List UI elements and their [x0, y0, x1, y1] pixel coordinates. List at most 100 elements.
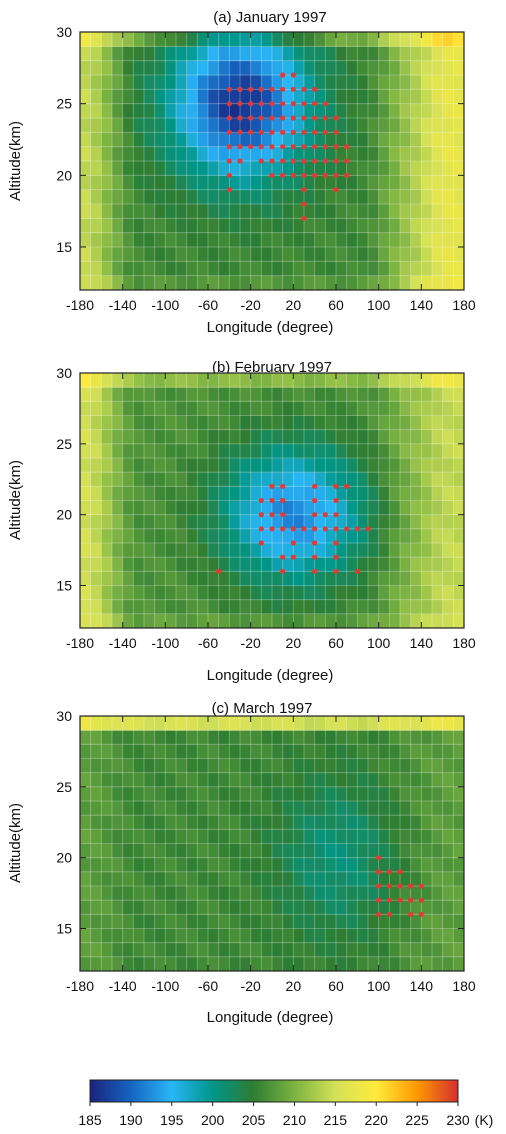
heatmap-cell	[357, 218, 369, 234]
heatmap-cell	[250, 118, 262, 133]
threshold-marker	[312, 172, 318, 178]
heatmap-cell	[325, 571, 337, 586]
heatmap-cell	[154, 843, 166, 859]
heatmap-cell	[229, 500, 241, 516]
heatmap-cell	[314, 401, 326, 416]
heatmap-cell	[357, 772, 369, 788]
heatmap-cell	[346, 429, 358, 445]
heatmap-cell	[90, 599, 102, 615]
heatmap-cell	[432, 75, 444, 90]
threshold-marker	[333, 512, 339, 518]
heatmap-cell	[218, 75, 230, 90]
heatmap-cell	[378, 500, 390, 516]
heatmap-cell	[400, 571, 412, 586]
heatmap-cell	[304, 247, 316, 262]
x-tick-label: 60	[328, 635, 344, 651]
heatmap-cell	[176, 585, 188, 601]
heatmap-cell	[165, 843, 177, 859]
heatmap-cell	[122, 161, 134, 176]
heatmap-cell	[80, 571, 92, 586]
heatmap-cell	[122, 218, 134, 234]
heatmap-cell	[453, 118, 465, 133]
heatmap-cell	[197, 46, 209, 62]
heatmap-cell	[272, 458, 284, 473]
heatmap-cell	[208, 118, 220, 133]
heatmap-cell	[218, 928, 230, 944]
heatmap-cell	[112, 118, 124, 133]
heatmap-cell	[293, 204, 305, 219]
heatmap-cell	[293, 585, 305, 601]
heatmap-cell	[197, 613, 209, 629]
heatmap-cell	[410, 599, 422, 615]
heatmap-cell	[442, 472, 454, 487]
heatmap-cell	[218, 261, 230, 277]
heatmap-cell	[197, 247, 209, 262]
heatmap-cell	[165, 758, 177, 774]
heatmap-cell	[101, 458, 113, 473]
heatmap-cell	[272, 401, 284, 416]
heatmap-cell	[112, 175, 124, 191]
heatmap-cell	[186, 373, 198, 388]
heatmap-cell	[176, 472, 188, 487]
heatmap-cell	[357, 557, 369, 572]
heatmap-cell	[101, 415, 113, 431]
heatmap-cell	[165, 32, 177, 47]
heatmap-cell	[144, 500, 156, 516]
heatmap-cell	[101, 886, 113, 901]
heatmap-cell	[101, 772, 113, 788]
heatmap-cell	[357, 801, 369, 816]
heatmap-cell	[357, 486, 369, 501]
heatmap-cell	[378, 956, 390, 972]
heatmap-cell	[218, 247, 230, 262]
heatmap-cell	[293, 218, 305, 234]
heatmap-cell	[240, 829, 252, 844]
heatmap-cell	[400, 103, 412, 119]
heatmap-cell	[421, 443, 433, 459]
heatmap-cell	[197, 801, 209, 816]
heatmap-cell	[378, 429, 390, 445]
heatmap-cell	[240, 275, 252, 291]
heatmap-cell	[368, 261, 380, 277]
threshold-marker	[237, 144, 243, 150]
heatmap-cell	[154, 786, 166, 802]
heatmap-cell	[400, 843, 412, 859]
heatmap-cell	[314, 585, 326, 601]
heatmap-cell	[229, 161, 241, 176]
heatmap-cell	[122, 585, 134, 601]
heatmap-cell	[368, 500, 380, 516]
threshold-marker	[290, 554, 296, 560]
heatmap-cell	[304, 373, 316, 388]
heatmap-cell	[112, 829, 124, 844]
heatmap-cell	[272, 500, 284, 516]
x-tick-label: -60	[198, 635, 218, 651]
heatmap-cell	[378, 32, 390, 47]
heatmap-cell	[325, 401, 337, 416]
heatmap-cell	[186, 928, 198, 944]
heatmap-cell	[144, 613, 156, 629]
heatmap-cell	[378, 218, 390, 234]
heatmap-cell	[325, 871, 337, 887]
heatmap-cell	[208, 218, 220, 234]
heatmap-cell	[293, 956, 305, 972]
heatmap-cell	[357, 500, 369, 516]
heatmap-cell	[304, 146, 316, 162]
heatmap-cell	[293, 132, 305, 148]
heatmap-cell	[240, 387, 252, 402]
heatmap-cell	[432, 232, 444, 248]
heatmap-cell	[282, 486, 294, 501]
heatmap-cell	[122, 956, 134, 972]
heatmap-cell	[101, 161, 113, 176]
heatmap-cell	[421, 928, 433, 944]
heatmap-cell	[250, 758, 262, 774]
heatmap-cell	[346, 175, 358, 191]
heatmap-cell	[293, 373, 305, 388]
heatmap-cell	[229, 514, 241, 530]
heatmap-cell	[453, 247, 465, 262]
heatmap-cell	[208, 89, 220, 105]
heatmap-cell	[90, 247, 102, 262]
heatmap-cell	[208, 942, 220, 958]
x-tick-label: -180	[66, 297, 94, 313]
heatmap-cell	[421, 472, 433, 487]
heatmap-cell	[325, 429, 337, 445]
heatmap-cell	[378, 443, 390, 459]
